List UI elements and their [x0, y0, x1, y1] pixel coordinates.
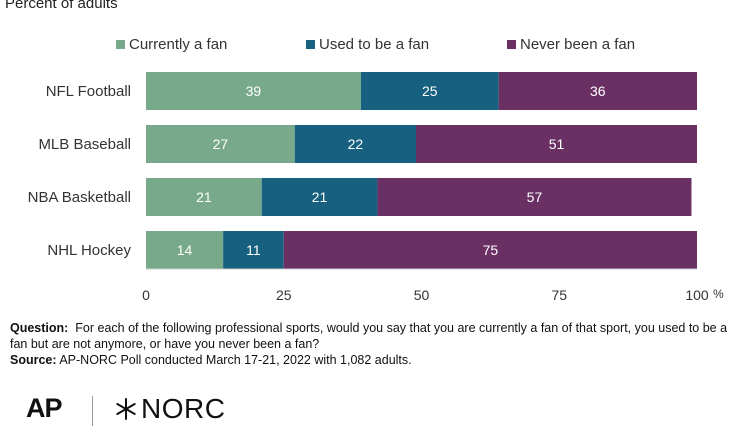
x-tick-label-1: 25 [276, 287, 292, 303]
source-label: Source: [10, 353, 57, 367]
data-label-mlb-baseball-never-been-a-fan: 51 [549, 136, 565, 152]
source-note: Source: AP-NORC Poll conducted March 17-… [10, 352, 740, 368]
norc-logo-text: NORC [141, 393, 226, 424]
legend-item-used-to-be: Used to be a fan [306, 36, 429, 53]
data-label-nba-basketball-never-been-a-fan: 57 [527, 189, 543, 205]
question-note: Question: For each of the following prof… [10, 320, 740, 352]
bar-nfl-football-currently-a-fan [146, 72, 361, 110]
data-label-nba-basketball-currently-a-fan: 21 [196, 189, 212, 205]
question-text: For each of the following professional s… [10, 321, 728, 351]
category-label-nfl-football: NFL Football [46, 83, 131, 100]
bar-nfl-football-never-been-a-fan [498, 72, 697, 110]
legend-swatch-currently [116, 40, 125, 49]
x-tick-label-3: 75 [551, 287, 567, 303]
legend-swatch-used-to-be [306, 40, 315, 49]
data-label-nba-basketball-used-to-be-a-fan: 21 [312, 189, 328, 205]
x-tick-label-2: 50 [414, 287, 430, 303]
x-tick-label-0: 0 [142, 287, 150, 303]
category-label-nhl-hockey: NHL Hockey [47, 242, 131, 259]
bar-nba-basketball-currently-a-fan [146, 178, 262, 216]
data-label-nfl-football-never-been-a-fan: 36 [590, 83, 606, 99]
legend-label-currently: Currently a fan [129, 36, 228, 53]
data-label-nhl-hockey-never-been-a-fan: 75 [483, 242, 499, 258]
norc-logo: NORC [113, 393, 225, 425]
chart-subtitle: Percent of adults [5, 0, 118, 12]
question-label: Question: [10, 321, 69, 335]
category-label-mlb-baseball: MLB Baseball [38, 136, 131, 153]
logo-divider [92, 396, 93, 426]
legend-item-never: Never been a fan [507, 36, 635, 53]
bar-nba-basketball-used-to-be-a-fan [261, 178, 378, 216]
legend-swatch-never [507, 40, 516, 49]
bar-mlb-baseball-used-to-be-a-fan [294, 125, 416, 163]
chart-notes: Question: For each of the following prof… [10, 320, 740, 368]
data-label-nfl-football-currently-a-fan: 39 [246, 83, 262, 99]
data-label-nhl-hockey-used-to-be-a-fan: 11 [246, 242, 261, 258]
legend-item-currently: Currently a fan [116, 36, 227, 53]
legend-label-used-to-be: Used to be a fan [319, 36, 430, 53]
data-label-mlb-baseball-used-to-be-a-fan: 22 [348, 136, 364, 152]
legend: Currently a fan Used to be a fan Never b… [0, 36, 747, 54]
bar-mlb-baseball-never-been-a-fan [415, 125, 697, 163]
bar-nba-basketball-never-been-a-fan [377, 178, 692, 216]
category-label-nba-basketball: NBA Basketball [28, 189, 131, 206]
bar-nhl-hockey-currently-a-fan [146, 231, 224, 269]
data-label-mlb-baseball-currently-a-fan: 27 [213, 136, 229, 152]
x-tick-label-4: 100 [685, 287, 709, 303]
source-text: AP-NORC Poll conducted March 17-21, 2022… [59, 353, 412, 367]
x-axis-unit: % [713, 287, 724, 301]
stacked-bar-chart: NFL Football 39 25 36 MLB Baseball 27 22 51 NBA … [28, 72, 724, 303]
data-label-nhl-hockey-currently-a-fan: 14 [177, 242, 193, 258]
norc-asterisk-icon [116, 398, 136, 420]
bar-nhl-hockey-used-to-be-a-fan [223, 231, 284, 269]
bar-nfl-football-used-to-be-a-fan [360, 72, 499, 110]
legend-label-never: Never been a fan [520, 36, 636, 53]
bar-nhl-hockey-never-been-a-fan [283, 231, 697, 269]
ap-logo: AP [26, 393, 63, 423]
data-label-nfl-football-used-to-be-a-fan: 25 [422, 83, 438, 99]
bar-mlb-baseball-currently-a-fan [146, 125, 295, 163]
